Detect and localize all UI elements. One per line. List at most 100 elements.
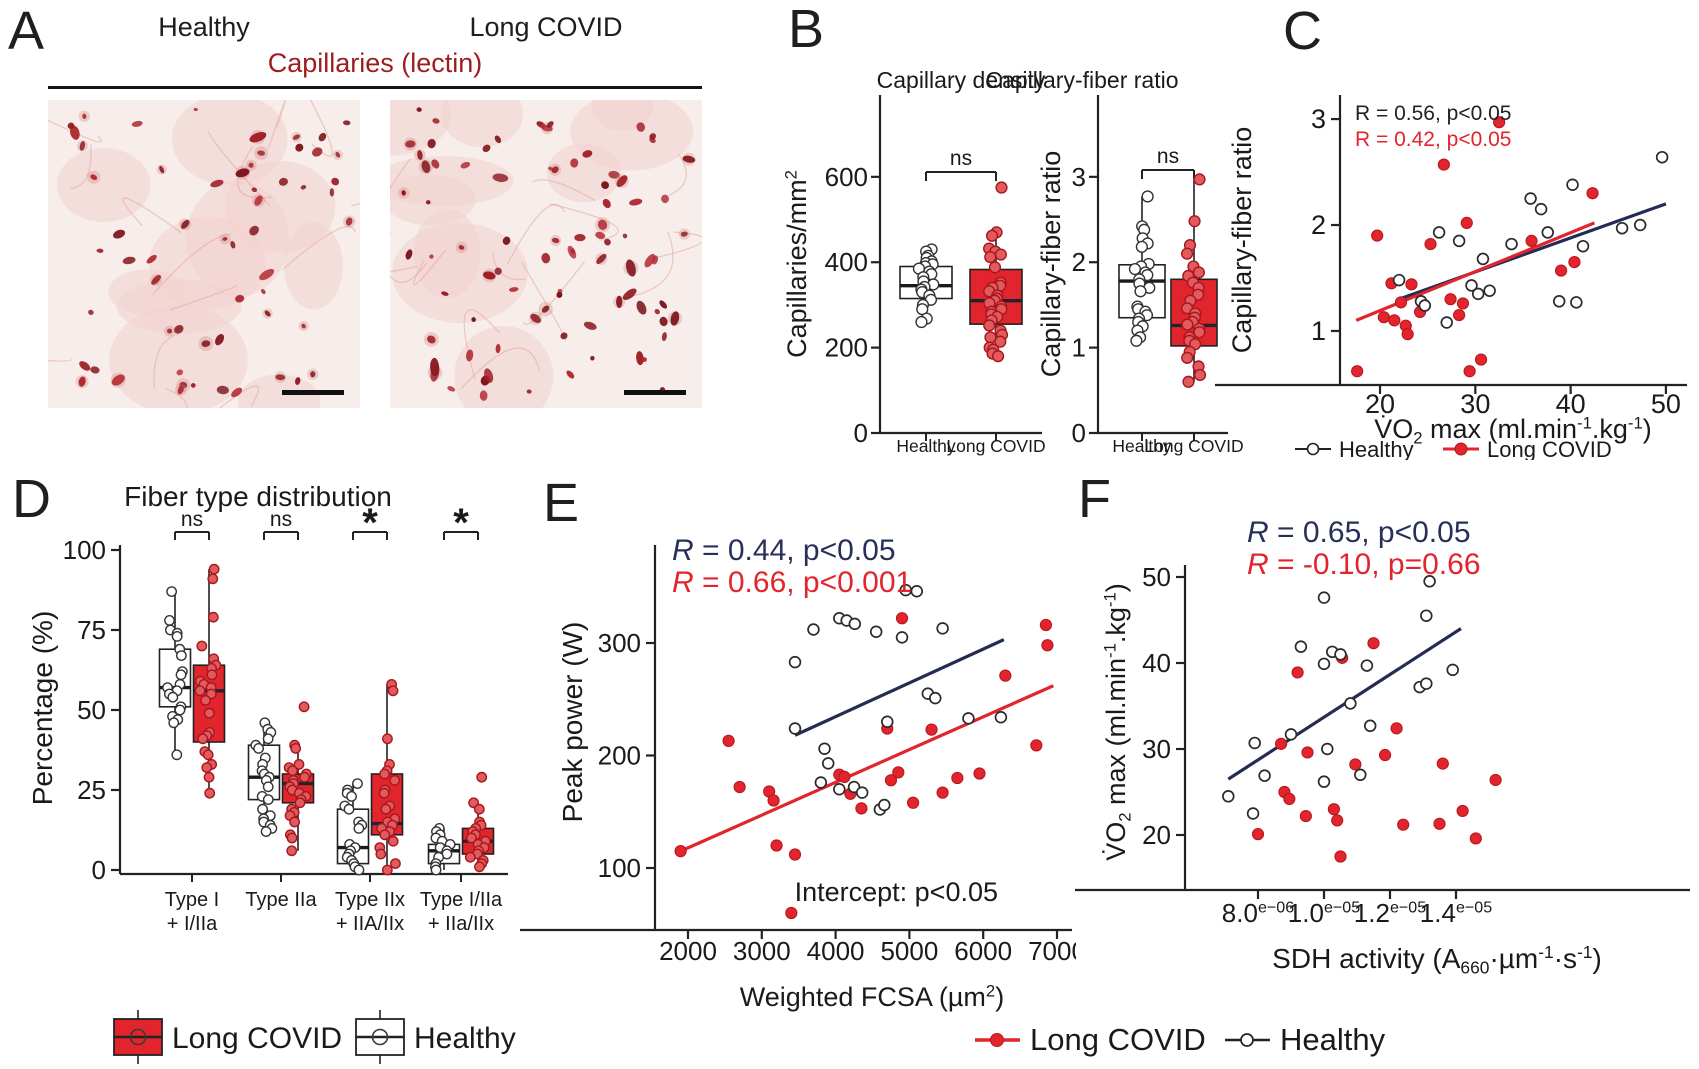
svg-text:Type I: Type I	[165, 889, 219, 911]
y-axis-label: Percentage (%)	[27, 611, 58, 806]
svg-text:20: 20	[1365, 389, 1395, 419]
healthy-points	[162, 586, 188, 761]
y-axis-label: Capillary-fiber ratio	[1036, 151, 1066, 378]
svg-text:Capillary-fiber ratio: Capillary-fiber ratio	[985, 67, 1178, 93]
svg-text:V̇O2 max (ml.min-1.kg-1): V̇O2 max (ml.min-1.kg-1)	[1100, 583, 1134, 861]
panel-d-letter: D	[12, 469, 51, 529]
svg-text:ns: ns	[950, 147, 972, 170]
svg-text:2000: 2000	[659, 936, 717, 966]
title: Fiber type distribution	[124, 481, 392, 512]
svg-text:*: *	[453, 501, 469, 545]
svg-text:20: 20	[1142, 820, 1171, 850]
sig-bracket: *	[352, 501, 388, 545]
svg-text:Percentage (%): Percentage (%)	[27, 611, 58, 806]
svg-text:200: 200	[598, 741, 641, 771]
long-covid-points	[194, 563, 222, 799]
svg-text:Long COVID: Long COVID	[946, 436, 1045, 456]
micrograph-long-covid	[390, 100, 702, 408]
long-covid-points	[374, 678, 401, 876]
healthy-points	[430, 822, 456, 876]
long-covid-column-title: Long COVID	[469, 12, 623, 42]
panel-f-letter: F	[1078, 469, 1111, 529]
x-axis-label: V̇O2 max (ml.min-1.kg-1)	[1374, 413, 1652, 447]
svg-text:100: 100	[63, 535, 106, 565]
svg-text:1: 1	[1072, 333, 1086, 363]
svg-text:R = 0.56, p<0.05: R = 0.56, p<0.05	[1355, 102, 1511, 125]
svg-text:5000: 5000	[880, 936, 938, 966]
capillary-dots	[67, 107, 356, 398]
svg-text:Type IIa: Type IIa	[245, 889, 317, 911]
category-label: Type IIa	[245, 889, 317, 911]
panel-d-boxplots: 0 25 50 75 100 Fiber type distribution Percent…	[27, 481, 516, 1064]
healthy-points	[339, 778, 368, 876]
micrograph-healthy	[48, 100, 360, 408]
axes: 1 2 3 20 30 40 50	[1215, 95, 1681, 419]
axes: 20 30 40 50 8.0e−061.0e−051.2e−051.4e−05	[1075, 562, 1492, 928]
r-annotations: R = 0.44, p<0.05R = 0.66, p<0.001	[672, 534, 912, 599]
capillary-dots	[397, 107, 696, 401]
svg-text:1: 1	[1311, 316, 1326, 346]
svg-text:50: 50	[1651, 389, 1681, 419]
svg-text:1.2e−05: 1.2e−05	[1354, 898, 1426, 928]
svg-text:7000: 7000	[1028, 936, 1076, 966]
svg-text:*: *	[362, 501, 378, 545]
svg-text:SDH activity (A660·µm-1·s-1): SDH activity (A660·µm-1·s-1)	[1272, 942, 1602, 978]
sig-bracket: ns	[1141, 145, 1195, 179]
svg-text:R = 0.44, p<0.05: R = 0.44, p<0.05	[672, 534, 896, 567]
svg-text:Long COVID: Long COVID	[1144, 436, 1243, 456]
y-axis-label: Peak power (W)	[557, 622, 588, 823]
svg-text:2: 2	[1311, 210, 1326, 240]
sig-bracket: ns	[174, 508, 210, 540]
y-axis-label: Capillaries/mm2	[781, 170, 812, 358]
cfr_vs_vo2max: 1 2 3 20 30 40 50 Capillary-fiber ratio V̇O2 max…	[1215, 95, 1681, 460]
y-axis-label: Capillary-fiber ratio	[1227, 127, 1257, 354]
svg-text:30: 30	[1460, 389, 1490, 419]
svg-text:Capillaries/mm2: Capillaries/mm2	[781, 170, 812, 358]
peak_power_vs_fcsa: 100 200 300 2000 3000 4000 5000 6000 7000 Peak po…	[520, 534, 1076, 1012]
category-label: + IIa/IIx	[428, 913, 494, 935]
svg-text:25: 25	[77, 775, 106, 805]
long-covid-points	[464, 771, 491, 873]
svg-text:50: 50	[77, 695, 106, 725]
healthy-points	[250, 717, 278, 837]
shared-legend: Long COVID Healthy	[975, 1022, 1386, 1057]
svg-text:1.0e−05: 1.0e−05	[1288, 898, 1360, 928]
capillaries-subtitle: Capillaries (lectin)	[267, 48, 483, 78]
tissue-texture	[48, 100, 360, 408]
healthy-points	[1392, 150, 1669, 329]
healthy-points	[912, 243, 940, 329]
long-covid-points	[674, 612, 1054, 920]
category-label: Type IIx	[335, 889, 405, 911]
svg-text:ns: ns	[181, 508, 203, 531]
svg-text:0: 0	[92, 855, 106, 885]
vo2max_vs_sdh: 20 30 40 50 8.0e−061.0e−051.2e−051.4e−05 V̇O2…	[1075, 516, 1602, 978]
svg-text:50: 50	[1142, 562, 1171, 592]
panel-c-scatter: 1 2 3 20 30 40 50 Capillary-fiber ratio V̇O2 max…	[1215, 95, 1687, 460]
svg-text:200: 200	[825, 333, 868, 363]
svg-text:Healthy: Healthy	[1339, 437, 1414, 460]
axes: 0 1 2 3	[1072, 95, 1228, 448]
svg-text:100: 100	[598, 853, 641, 883]
svg-text:ns: ns	[270, 508, 292, 531]
svg-text:Type I/IIa: Type I/IIa	[420, 889, 503, 911]
svg-text:V̇O2 max (ml.min-1.kg-1): V̇O2 max (ml.min-1.kg-1)	[1374, 413, 1652, 447]
svg-text:Healthy: Healthy	[1112, 436, 1172, 456]
healthy-points	[1222, 575, 1459, 820]
panel-c-letter: C	[1283, 1, 1322, 61]
scale-bar	[624, 390, 686, 395]
y-axis-label: V̇O2 max (ml.min-1.kg-1)	[1100, 583, 1134, 861]
title: Capillary density	[877, 67, 1046, 93]
svg-text:R = -0.10, p=0.66: R = -0.10, p=0.66	[1247, 548, 1481, 581]
axes: 0 200 400 600	[825, 95, 1042, 448]
panel-f-scatter: 20 30 40 50 8.0e−061.0e−051.2e−051.4e−05 V̇O2…	[1075, 516, 1690, 978]
panel-a-letter: A	[8, 1, 45, 61]
svg-text:Long COVID: Long COVID	[1030, 1022, 1206, 1057]
panel-e-scatter: 100 200 300 2000 3000 4000 5000 6000 7000 Peak po…	[520, 534, 1076, 1012]
fiber_type_distribution: 0 25 50 75 100 Fiber type distribution Percent…	[27, 481, 516, 1064]
intercept-annotation: Intercept: p<0.05	[795, 877, 998, 907]
svg-text:R = 0.42, p<0.05: R = 0.42, p<0.05	[1355, 128, 1511, 151]
svg-text:3: 3	[1311, 104, 1326, 134]
legend: Long COVID Healthy	[113, 1010, 516, 1064]
category-label: Long COVID	[946, 436, 1045, 456]
svg-text:Long COVID: Long COVID	[172, 1022, 342, 1055]
